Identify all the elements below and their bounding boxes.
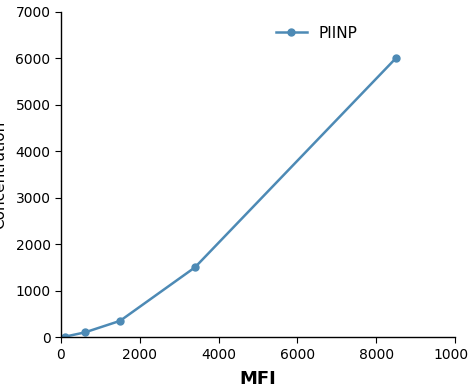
PIINP	[192, 265, 198, 270]
PIINP	[393, 56, 399, 61]
Legend: PIINP: PIINP	[270, 19, 364, 47]
PIINP	[62, 334, 68, 339]
Y-axis label: Concentration: Concentration	[0, 120, 7, 229]
X-axis label: MFI: MFI	[240, 370, 276, 388]
Line: PIINP: PIINP	[61, 55, 399, 340]
PIINP	[117, 318, 123, 323]
PIINP	[82, 330, 87, 335]
